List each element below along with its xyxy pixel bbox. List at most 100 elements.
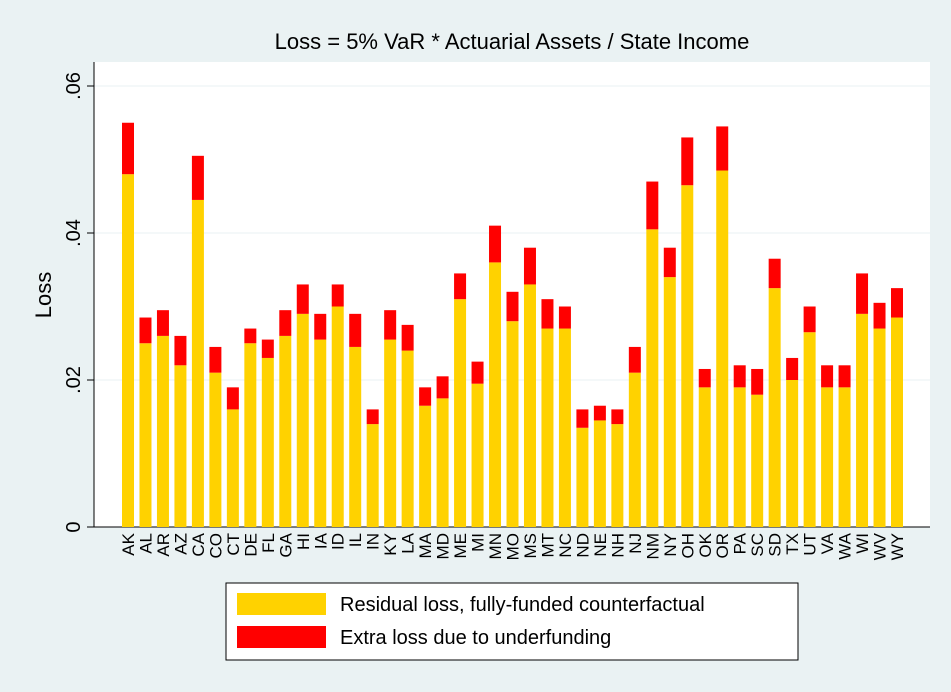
- bar-segment: [139, 343, 152, 527]
- bar-segment: [156, 310, 169, 336]
- x-tick-label: MI: [469, 533, 488, 552]
- x-tick-label: MD: [434, 533, 453, 559]
- bar-segment: [296, 313, 309, 527]
- bar-segment: [419, 387, 432, 406]
- x-tick-label: WV: [871, 532, 890, 560]
- bar-segment: [663, 247, 676, 278]
- legend-label: Extra loss due to underfunding: [340, 627, 611, 649]
- bar-segment: [261, 357, 274, 527]
- bar-segment: [471, 383, 484, 527]
- x-tick-label: GA: [276, 532, 295, 557]
- bar-segment: [506, 291, 519, 322]
- bar-segment: [156, 335, 169, 527]
- x-tick-label: UT: [801, 533, 820, 556]
- bar-segment: [768, 288, 781, 527]
- bar-segment: [209, 346, 222, 373]
- bar-segment: [628, 372, 641, 527]
- bar-segment: [349, 313, 362, 347]
- bar-segment: [628, 346, 641, 373]
- bar-segment: [751, 394, 764, 527]
- bar-segment: [576, 427, 589, 527]
- bar-segment: [296, 284, 309, 314]
- bar-segment: [821, 387, 834, 527]
- bar-segment: [366, 424, 379, 527]
- bar-segment: [716, 170, 729, 527]
- bar-segment: [716, 126, 729, 171]
- bar-segment: [576, 409, 589, 428]
- x-tick-label: CA: [189, 532, 208, 556]
- bar-segment: [838, 365, 851, 388]
- x-tick-label: MS: [521, 533, 540, 559]
- bar-segment: [454, 299, 467, 527]
- x-tick-label: DE: [241, 533, 260, 557]
- bar-segment: [523, 284, 536, 527]
- x-tick-label: AL: [136, 533, 155, 554]
- bar-segment: [646, 181, 659, 230]
- bar-segment: [139, 317, 152, 344]
- x-tick-label: HI: [294, 533, 313, 550]
- x-tick-label: AZ: [171, 533, 190, 555]
- bar-segment: [856, 273, 869, 314]
- bar-segment: [174, 335, 187, 366]
- bar-segment: [646, 229, 659, 527]
- y-tick-label: .02: [63, 366, 85, 394]
- x-tick-label: NY: [661, 533, 680, 557]
- chart-title: Loss = 5% VaR * Actuarial Assets / State…: [275, 29, 750, 54]
- bar-segment: [523, 247, 536, 285]
- bar-segment: [681, 185, 694, 527]
- bar-segment: [611, 409, 624, 425]
- bar-segment: [891, 317, 903, 527]
- legend-swatch: [237, 626, 326, 648]
- bar-segment: [279, 335, 292, 527]
- x-tick-label: PA: [731, 532, 750, 554]
- bar-segment: [786, 380, 799, 527]
- bar-segment: [821, 365, 834, 388]
- x-tick-label: LA: [399, 532, 418, 553]
- y-tick-label: .04: [63, 219, 85, 247]
- x-tick-label: ME: [451, 533, 470, 559]
- bar-segment: [209, 372, 222, 527]
- x-tick-label: WY: [888, 533, 907, 560]
- bar-segment: [489, 262, 502, 527]
- bar-segment: [838, 387, 851, 527]
- x-tick-label: NE: [591, 533, 610, 557]
- bar-segment: [733, 387, 746, 527]
- bar-segment: [436, 376, 449, 399]
- bar-segment: [261, 339, 274, 358]
- bar-segment: [122, 174, 134, 527]
- x-tick-label: NC: [556, 533, 575, 558]
- bar-segment: [122, 122, 134, 175]
- x-tick-label: WI: [853, 533, 872, 554]
- x-tick-label: KY: [381, 533, 400, 556]
- bar-segment: [314, 339, 327, 527]
- x-tick-label: VA: [818, 532, 837, 554]
- legend-label: Residual loss, fully-funded counterfactu…: [340, 594, 705, 616]
- bar-segment: [541, 299, 554, 329]
- bar-segment: [436, 398, 449, 527]
- bar-segment: [786, 357, 799, 380]
- x-tick-label: IL: [346, 533, 365, 547]
- x-tick-label: MN: [486, 533, 505, 559]
- x-tick-label: NH: [608, 533, 627, 558]
- bar-segment: [226, 409, 239, 527]
- bar-segment: [558, 306, 571, 329]
- bar-segment: [401, 324, 414, 351]
- bar-segment: [541, 328, 554, 527]
- x-tick-label: TX: [783, 533, 802, 555]
- bar-segment: [331, 284, 344, 307]
- bar-segment: [419, 405, 432, 527]
- bar-segment: [471, 361, 484, 384]
- x-tick-label: OR: [713, 533, 732, 559]
- y-tick-label: .06: [63, 72, 85, 100]
- bar-segment: [506, 321, 519, 527]
- bar-segment: [191, 199, 204, 528]
- bar-segment: [698, 387, 711, 527]
- bar-segment: [891, 288, 903, 318]
- x-tick-label: SC: [748, 533, 767, 557]
- bar-segment: [384, 339, 397, 527]
- bar-segment: [698, 368, 711, 388]
- bar-segment: [593, 405, 606, 421]
- bar-segment: [226, 387, 239, 410]
- x-tick-label: FL: [259, 533, 278, 553]
- x-tick-label: NM: [643, 533, 662, 559]
